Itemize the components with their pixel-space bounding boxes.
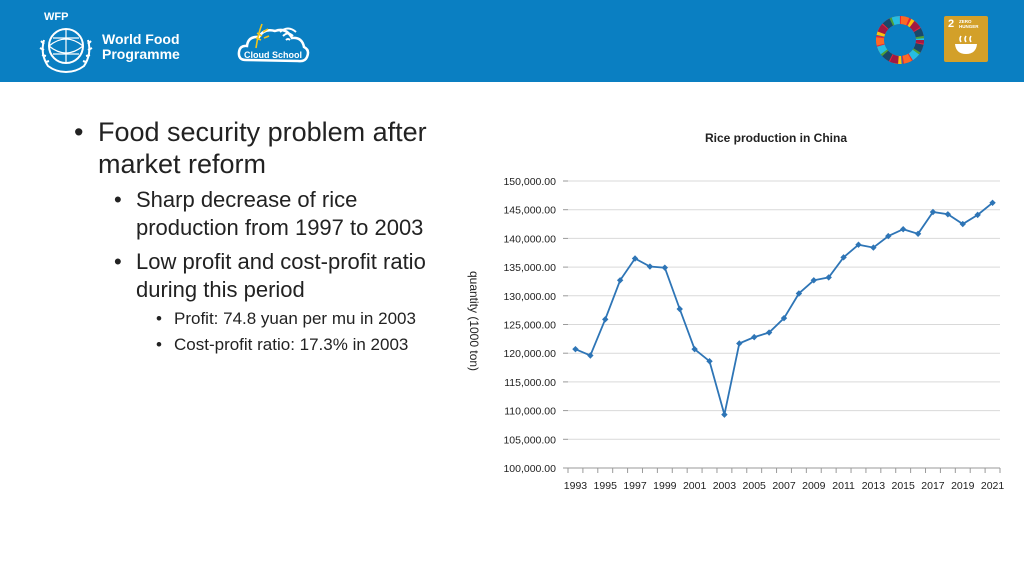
data-point[interactable] (646, 263, 654, 270)
sdg-goal-title-line2: HUNGER (959, 24, 979, 29)
x-tick-label: 1997 (623, 480, 647, 492)
data-point[interactable] (914, 230, 922, 238)
y-tick-label: 135,000.00 (503, 262, 556, 274)
bullet-level2: Low profit and cost-profit ratio during … (114, 248, 454, 304)
data-point[interactable] (974, 211, 981, 219)
x-tick-label: 2015 (891, 480, 915, 492)
x-tick-label: 2013 (862, 480, 886, 492)
sdg-goal-title-line1: ZERO (959, 19, 972, 24)
bullet-level1: Food security problem after market refor… (74, 116, 454, 180)
x-tick-label: 1995 (594, 480, 618, 492)
data-point[interactable] (676, 305, 683, 313)
y-axis-label: quantity (1000 ton) (467, 271, 481, 371)
x-tick-label: 1999 (653, 480, 677, 492)
sdg-goal-number: 2 (948, 18, 955, 30)
data-point[interactable] (840, 254, 847, 261)
data-point[interactable] (855, 241, 862, 248)
gridlines (568, 180, 1000, 469)
wfp-acronym: WFP (44, 11, 69, 23)
x-tick-label: 2005 (743, 480, 767, 492)
bullet-list: Food security problem after market refor… (74, 116, 454, 356)
x-tick-label: 2011 (832, 480, 855, 492)
x-axis-ticks: 1993 1995 1997 1999 2001 2003 2005 2007 2009 2011… (564, 468, 1005, 492)
x-tick-label: 2007 (772, 480, 796, 492)
sdg-wheel-icon[interactable] (876, 16, 924, 64)
data-point[interactable] (602, 316, 609, 323)
y-tick-label: 120,000.00 (503, 348, 556, 360)
wfp-wordmark-line1: World Food (102, 31, 180, 47)
y-tick-label: 140,000.00 (503, 233, 556, 245)
x-tick-label: 2021 (981, 480, 1005, 492)
y-tick-label: 125,000.00 (503, 320, 556, 332)
data-point[interactable] (751, 333, 758, 341)
cloud-school-logo-icon[interactable]: Cloud School (236, 16, 312, 68)
x-tick-label: 2009 (802, 480, 826, 492)
y-tick-label: 150,000.00 (503, 176, 556, 188)
data-point[interactable] (736, 340, 743, 347)
data-point[interactable] (572, 345, 579, 353)
chart-title: Rice production in China (705, 131, 847, 145)
wfp-emblem-icon[interactable] (36, 10, 96, 74)
rice-production-chart: Rice production in China quantity (1000 … (467, 131, 1005, 492)
data-point[interactable] (661, 264, 669, 271)
wfp-wordmark-line2: Programme (102, 46, 180, 62)
data-point[interactable] (944, 211, 952, 218)
data-point[interactable] (885, 232, 892, 240)
x-tick-label: 1993 (564, 480, 588, 492)
y-tick-label: 110,000.00 (504, 406, 556, 418)
data-point[interactable] (810, 277, 817, 284)
bullet-level3: Profit: 74.8 yuan per mu in 2003 (156, 308, 454, 330)
bowl-icon (955, 35, 977, 54)
data-point[interactable] (899, 226, 907, 233)
series-rice-production (572, 199, 996, 418)
data-point[interactable] (616, 277, 624, 284)
data-point[interactable] (721, 411, 728, 418)
data-point[interactable] (780, 314, 788, 322)
bullet-level2: Sharp decrease of rice production from 1… (114, 186, 454, 242)
x-tick-label: 2017 (921, 480, 945, 492)
y-tick-label: 100,000.00 (503, 463, 556, 475)
data-point[interactable] (989, 199, 996, 207)
cloud-school-label: Cloud School (244, 50, 302, 60)
y-tick-label: 130,000.00 (503, 291, 556, 303)
sdg-goal-2-badge[interactable]: 2 ZERO HUNGER (944, 16, 988, 62)
x-tick-label: 2001 (683, 480, 707, 492)
x-tick-label: 2019 (951, 480, 975, 492)
bullet-level3: Cost-profit ratio: 17.3% in 2003 (156, 334, 454, 356)
series-line (575, 202, 994, 415)
y-tick-label: 115,000.00 (504, 377, 556, 389)
y-tick-label: 145,000.00 (503, 205, 556, 217)
header-bar: WFP World Food Programme Cloud School 2 … (0, 0, 1024, 82)
y-axis-ticks: 100,000.00 105,000.00 110,000.00 115,000.00… (503, 176, 568, 475)
wfp-wordmark[interactable]: World Food Programme (102, 32, 180, 62)
y-tick-label: 105,000.00 (503, 434, 556, 446)
sdg-goal-title: ZERO HUNGER (959, 19, 979, 29)
x-tick-label: 2003 (713, 480, 737, 492)
